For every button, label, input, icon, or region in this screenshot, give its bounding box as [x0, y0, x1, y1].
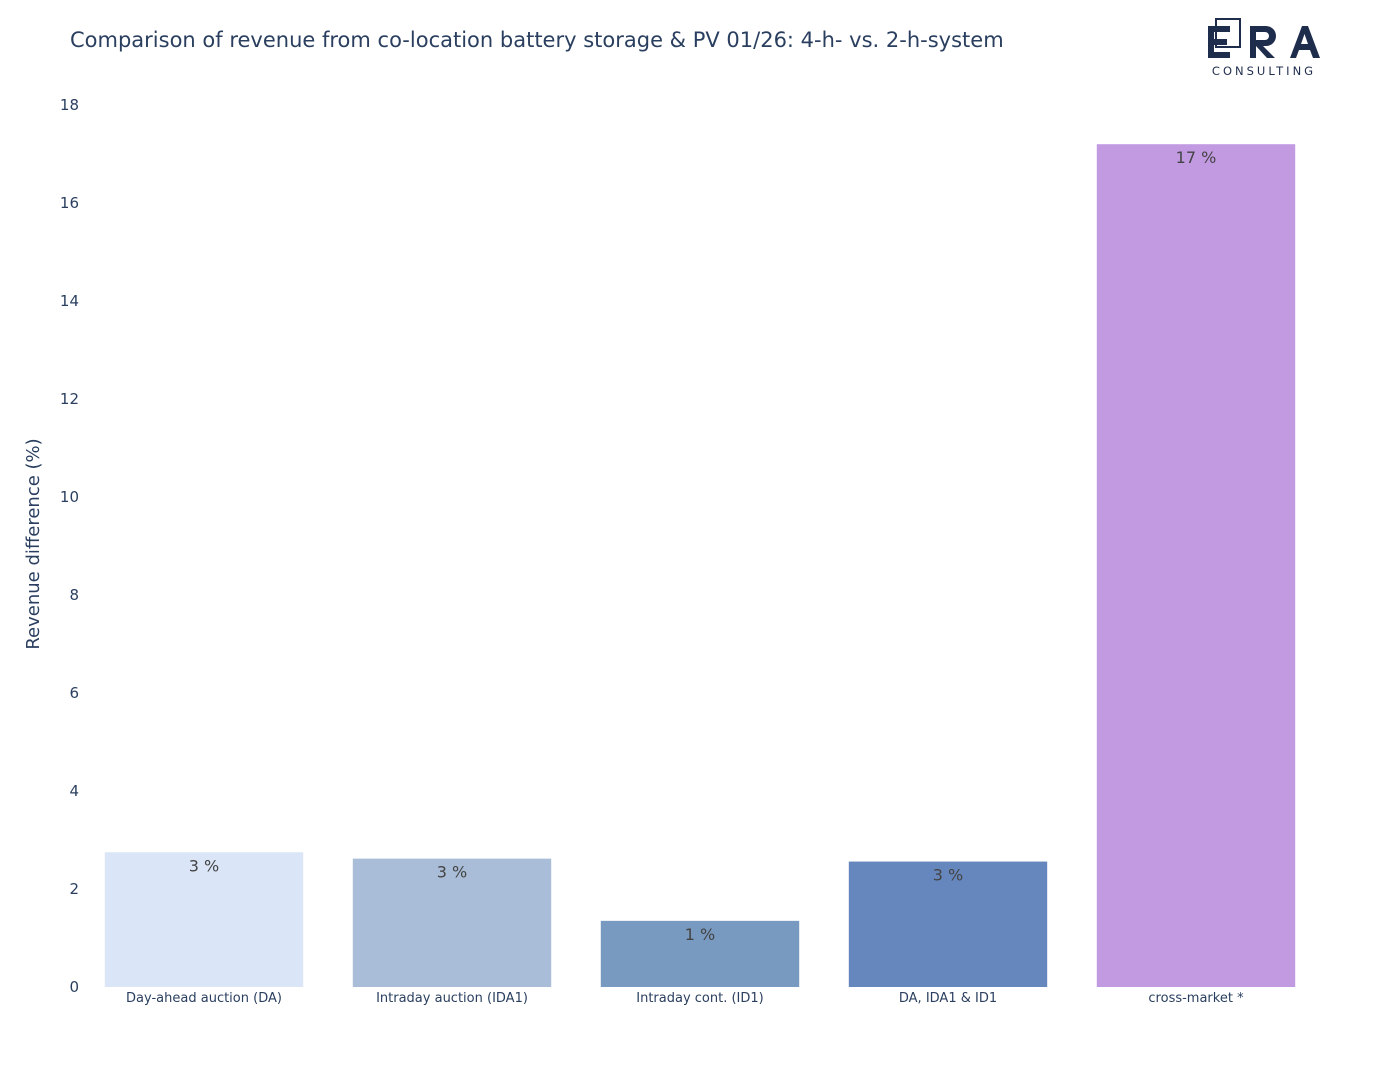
x-category-label: Intraday cont. (ID1) [636, 991, 764, 1006]
bar [104, 852, 304, 987]
y-tick-label: 2 [69, 880, 79, 898]
x-axis-category-labels: Day-ahead auction (DA) Intraday auction (… [126, 991, 1244, 1006]
y-tick-label: 12 [60, 390, 79, 408]
bar [848, 861, 1048, 987]
x-category-label: DA, IDA1 & ID1 [899, 991, 997, 1006]
y-tick-label: 14 [60, 292, 79, 310]
bar [352, 858, 552, 987]
x-category-label: Intraday auction (IDA1) [376, 991, 528, 1006]
x-category-label: Day-ahead auction (DA) [126, 991, 282, 1006]
bar [1096, 144, 1296, 987]
y-tick-label: 10 [60, 488, 79, 506]
bar-data-label: 3 % [437, 863, 467, 882]
bar-data-labels: 3 % 3 % 1 % 3 % 17 % [189, 148, 1217, 944]
era-logo-mark [1208, 18, 1320, 58]
y-axis-title: Revenue difference (%) [23, 438, 44, 649]
y-tick-label: 4 [69, 782, 79, 800]
bar-data-label: 1 % [685, 925, 715, 944]
era-consulting-logo: CONSULTING [1206, 18, 1322, 82]
bar-data-label: 3 % [933, 866, 963, 885]
bar-data-label: 3 % [189, 856, 219, 875]
bar-data-label: 17 % [1176, 148, 1217, 167]
y-tick-label: 8 [69, 586, 79, 604]
y-tick-label: 16 [60, 194, 79, 212]
bar [600, 920, 800, 987]
y-axis-ticks: 0 2 4 6 8 10 12 14 16 18 [60, 96, 79, 996]
bars [104, 144, 1296, 987]
y-tick-label: 0 [69, 978, 79, 996]
chart-title: Comparison of revenue from co-location b… [70, 28, 1004, 52]
logo-subtitle: CONSULTING [1211, 64, 1317, 78]
y-tick-label: 6 [69, 684, 79, 702]
y-tick-label: 18 [60, 96, 79, 114]
x-category-label: cross-market * [1148, 991, 1244, 1006]
